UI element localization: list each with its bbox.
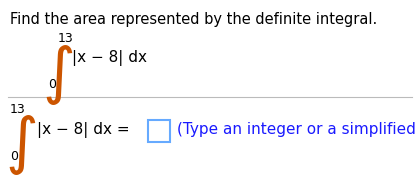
FancyBboxPatch shape <box>148 120 170 142</box>
Text: $\int$: $\int$ <box>5 113 36 177</box>
Text: |x − 8| dx: |x − 8| dx <box>72 50 147 66</box>
Text: 0: 0 <box>10 150 18 163</box>
Text: 13: 13 <box>58 32 74 45</box>
Text: |x − 8| dx =: |x − 8| dx = <box>37 122 130 138</box>
Text: $\int$: $\int$ <box>42 43 73 107</box>
Text: Find the area represented by the definite integral.: Find the area represented by the definit… <box>10 12 377 27</box>
Text: (Type an integer or a simplified fraction.): (Type an integer or a simplified fractio… <box>177 122 420 137</box>
Text: 0: 0 <box>48 78 56 91</box>
Text: 13: 13 <box>10 103 26 116</box>
